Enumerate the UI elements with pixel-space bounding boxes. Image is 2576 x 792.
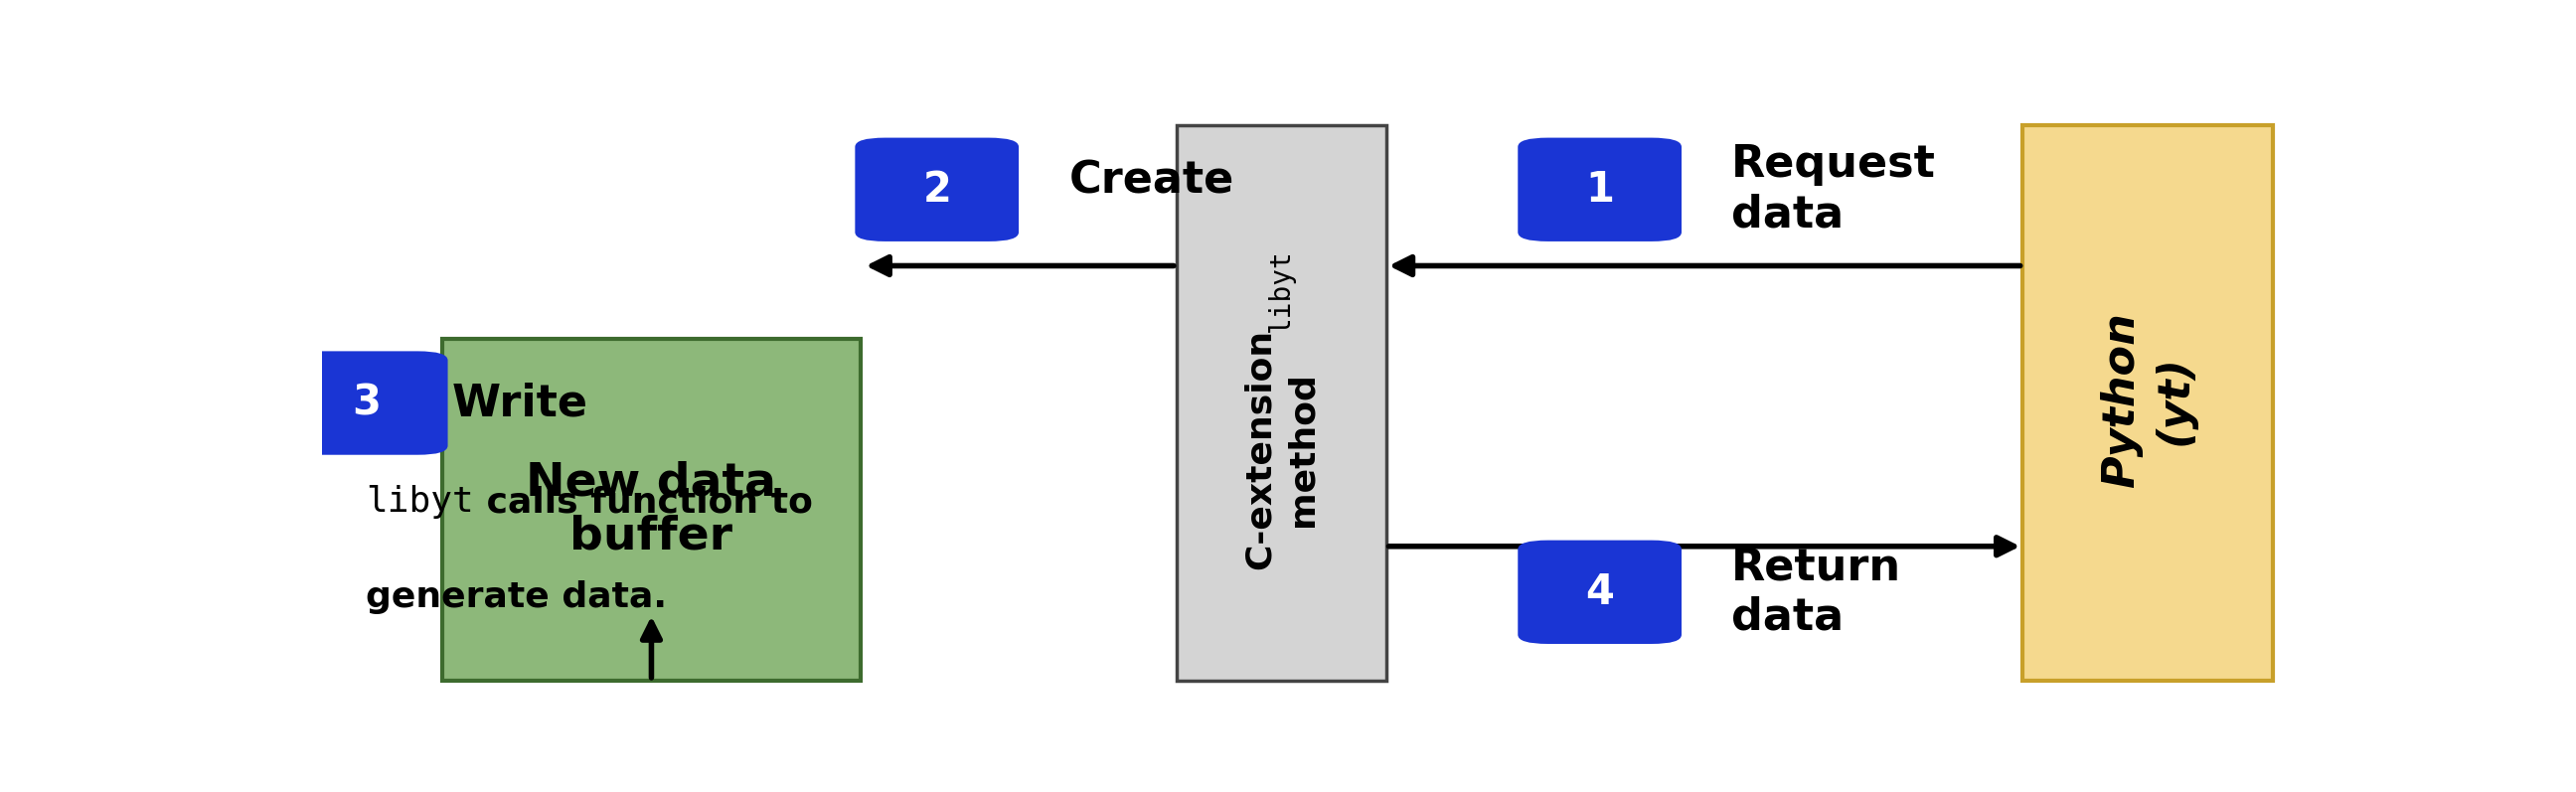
- Text: Return
data: Return data: [1731, 546, 1901, 638]
- Text: 4: 4: [1584, 571, 1615, 613]
- Text: 3: 3: [350, 383, 381, 424]
- Text: calls function to: calls function to: [474, 485, 814, 519]
- Bar: [443, 339, 860, 680]
- Text: Python
(yt): Python (yt): [2099, 312, 2195, 488]
- Text: New data
buffer: New data buffer: [526, 461, 775, 559]
- FancyBboxPatch shape: [1517, 138, 1682, 242]
- FancyBboxPatch shape: [855, 138, 1018, 242]
- Text: generate data.: generate data.: [366, 580, 667, 614]
- Bar: [2022, 125, 2272, 680]
- Text: 2: 2: [922, 169, 951, 211]
- Text: 1: 1: [1584, 169, 1615, 211]
- Text: Create: Create: [1069, 159, 1234, 202]
- Text: Request
data: Request data: [1731, 143, 1937, 236]
- Text: C-extension
method: C-extension method: [1244, 329, 1319, 569]
- FancyBboxPatch shape: [283, 351, 448, 455]
- Text: libyt: libyt: [366, 485, 474, 519]
- FancyBboxPatch shape: [1517, 540, 1682, 644]
- Bar: [1177, 125, 1386, 680]
- Text: Write: Write: [451, 382, 587, 425]
- Text: libyt: libyt: [1267, 249, 1296, 332]
